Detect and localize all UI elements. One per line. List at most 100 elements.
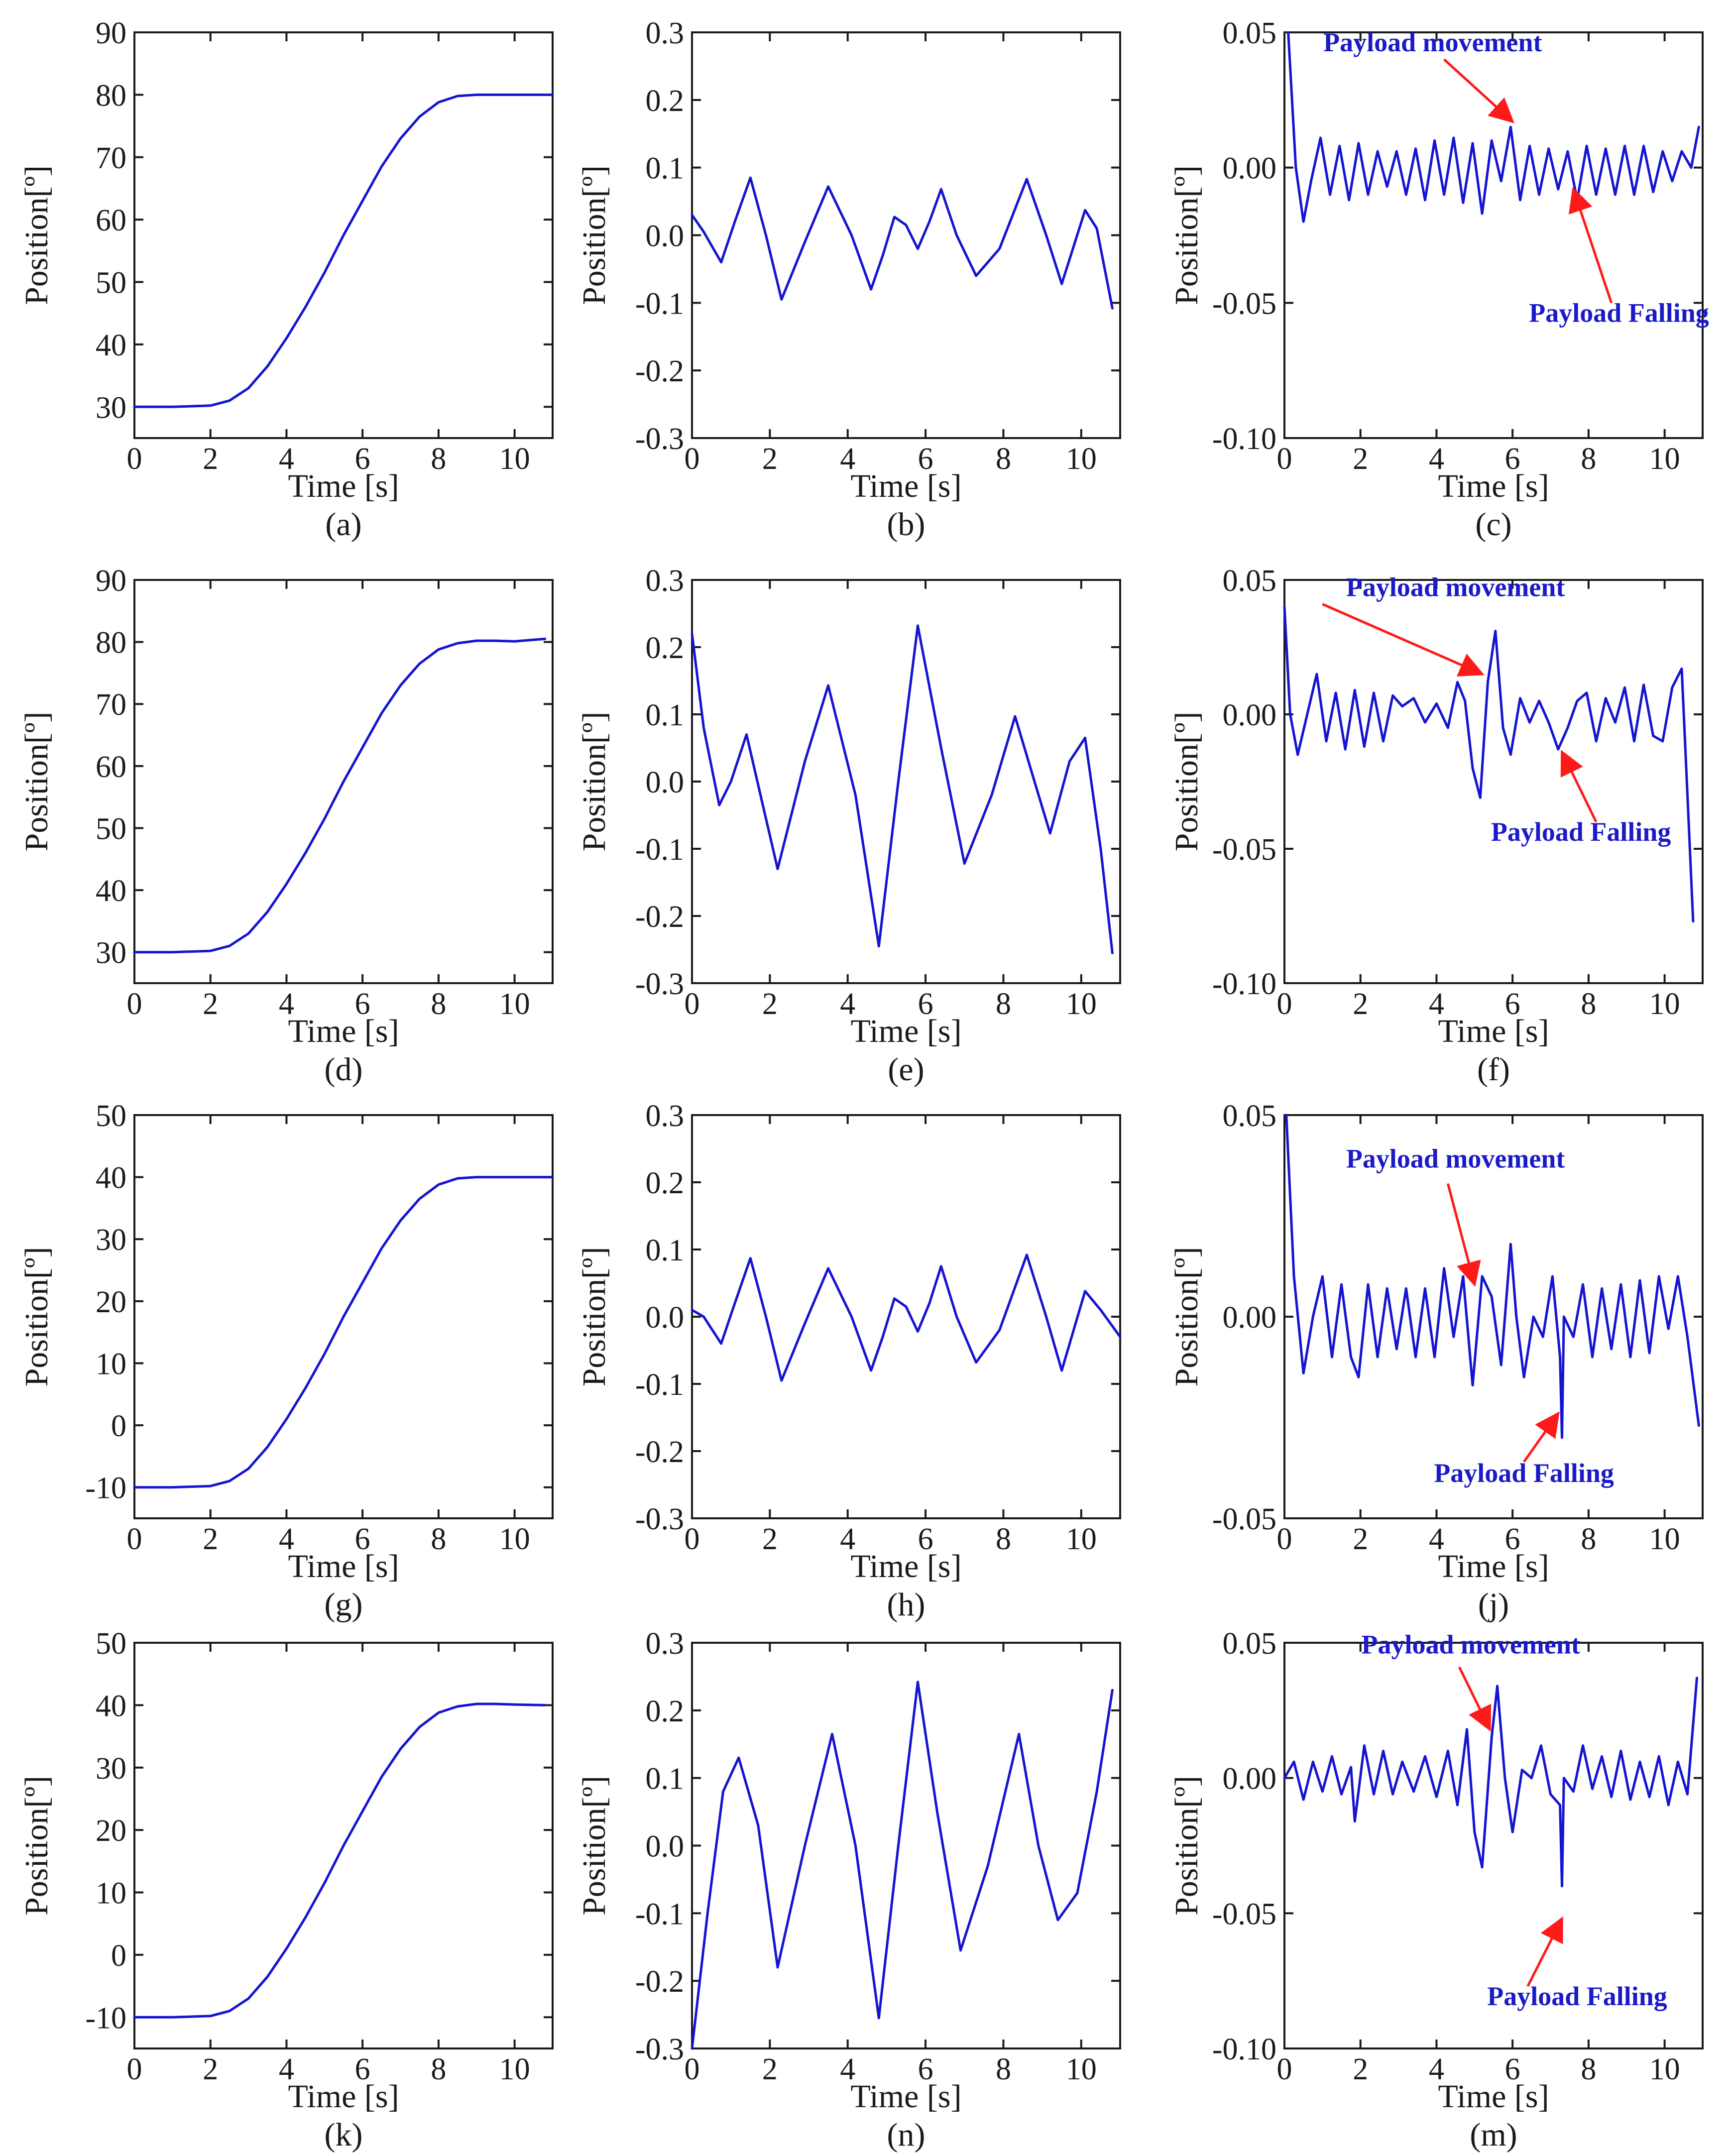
x-tick-label: 10 (499, 1522, 530, 1556)
y-tick-label: 10 (96, 1347, 126, 1381)
x-tick-label: 0 (1277, 987, 1292, 1021)
x-tick-label: 2 (762, 1522, 778, 1556)
series-line-error (1285, 1114, 1700, 1439)
x-tick-label: 8 (996, 1522, 1011, 1556)
x-tick-label: 2 (762, 2052, 778, 2086)
series-line-position (133, 1176, 554, 1489)
series-line-position (133, 93, 554, 408)
x-tick-label: 0 (1277, 2052, 1292, 2086)
annotation-label: Payload Falling (1487, 1981, 1667, 2011)
chart-7: 0 2 4 6 8 10 -0.3 -0.2 -0.1 0.0 0.1 0.2 0.3 Time [s] P… (576, 1099, 1122, 1623)
x-axis-label: Time [s] (850, 1548, 961, 1585)
annotation-arrow (1443, 58, 1514, 123)
y-tick-label: 30 (96, 936, 126, 970)
y-tick-label: -0.1 (635, 287, 684, 321)
y-tick-label: 40 (96, 329, 126, 362)
annotation-arrow (1560, 750, 1598, 823)
x-axis-label: Time [s] (850, 1013, 961, 1049)
annotation-arrow (1568, 187, 1613, 304)
y-tick-label: 70 (96, 688, 126, 722)
y-tick-label: -0.05 (1212, 833, 1276, 867)
y-tick-label: 0 (111, 1409, 126, 1443)
x-tick-label: 0 (127, 2052, 142, 2086)
x-tick-label: 0 (1277, 1522, 1292, 1556)
x-tick-label: 4 (840, 1522, 855, 1556)
y-tick-label: 30 (96, 1223, 126, 1257)
y-tick-label: 0.0 (646, 766, 685, 799)
x-tick-label: 4 (840, 442, 855, 476)
plot-frame (1283, 1642, 1704, 2049)
y-axis-label: Position[º] (576, 165, 612, 305)
x-tick-label: 2 (203, 987, 218, 1021)
annotation-label: Payload movement (1323, 27, 1542, 57)
annotation-arrow (1322, 603, 1485, 677)
x-tick-label: 10 (1649, 2052, 1680, 2086)
y-tick-label: 50 (96, 1099, 126, 1133)
x-tick-label: 6 (355, 1522, 370, 1556)
y-axis-label: Position[º] (1168, 165, 1205, 305)
y-tick-label: 0.3 (646, 1099, 685, 1133)
x-tick-label: 10 (499, 987, 530, 1021)
x-tick-label: 0 (685, 987, 700, 1021)
y-tick-label: 0.3 (646, 564, 685, 598)
y-tick-label: 40 (96, 874, 126, 908)
y-axis-label: Position[º] (576, 1776, 612, 1916)
y-axis-label: Position[º] (18, 1776, 55, 1916)
series-line-position (133, 1702, 547, 2019)
x-tick-label: 4 (279, 1522, 294, 1556)
y-tick-label: -0.2 (635, 354, 684, 388)
x-axis-label: Time [s] (288, 468, 399, 504)
x-tick-label: 0 (127, 442, 142, 476)
y-axis-label: Position[º] (576, 1247, 612, 1387)
annotation-label: Payload Falling (1529, 298, 1709, 328)
y-axis-label: Position[º] (18, 712, 55, 852)
x-tick-label: 6 (918, 2052, 933, 2086)
plot-frame (691, 1642, 1121, 2049)
chart-10: 0 2 4 6 8 10 -0.3 -0.2 -0.1 0.0 0.1 0.2 0.3 Time [s] P… (576, 1627, 1121, 2153)
x-tick-label: 0 (685, 442, 700, 476)
x-tick-label: 4 (1429, 2052, 1444, 2086)
y-axis-label: Position[º] (18, 1247, 55, 1387)
x-tick-label: 8 (1581, 442, 1596, 476)
x-tick-label: 6 (918, 987, 933, 1021)
annotation-label: Payload movement (1346, 1143, 1565, 1173)
y-tick-label: 0.2 (646, 84, 685, 118)
x-tick-label: 8 (431, 987, 446, 1021)
panel-caption: (f) (1477, 1051, 1510, 1088)
y-tick-label: -0.05 (1212, 1502, 1276, 1536)
panel-caption: (a) (325, 506, 361, 543)
series-line-error (691, 1681, 1114, 2050)
y-tick-label: 60 (96, 750, 126, 784)
x-tick-label: 6 (1505, 1522, 1520, 1556)
x-axis-label: Time [s] (288, 1013, 399, 1049)
annotation-label: Payload movement (1361, 1630, 1580, 1660)
y-axis-label: Position[º] (1168, 1247, 1205, 1387)
plot-frame (1283, 31, 1704, 439)
plot-frame (691, 31, 1121, 439)
y-tick-label: 0.3 (646, 1627, 685, 1661)
x-axis-label: Time [s] (288, 2078, 399, 2115)
y-tick-label: 0.2 (646, 1695, 685, 1728)
x-tick-label: 8 (431, 442, 446, 476)
panel-caption: (j) (1478, 1587, 1509, 1623)
y-tick-label: 50 (96, 266, 126, 300)
x-tick-label: 4 (279, 442, 294, 476)
annotation-arrow (1446, 1183, 1481, 1287)
x-tick-label: 2 (203, 442, 218, 476)
y-tick-label: 20 (96, 1814, 126, 1848)
x-tick-label: 2 (203, 2052, 218, 2086)
y-tick-label: 0.05 (1223, 1099, 1277, 1133)
y-tick-label: 80 (96, 79, 126, 113)
y-tick-label: -0.3 (635, 967, 684, 1001)
y-tick-label: 0.1 (646, 698, 685, 732)
annotation-label: Payload Falling (1491, 817, 1671, 847)
y-tick-label: 0.1 (646, 152, 685, 186)
y-tick-label: -10 (85, 2001, 126, 2035)
y-tick-label: 0.00 (1223, 1301, 1277, 1335)
x-tick-label: 10 (1649, 442, 1680, 476)
x-tick-label: 6 (355, 2052, 370, 2086)
x-tick-label: 8 (996, 987, 1011, 1021)
